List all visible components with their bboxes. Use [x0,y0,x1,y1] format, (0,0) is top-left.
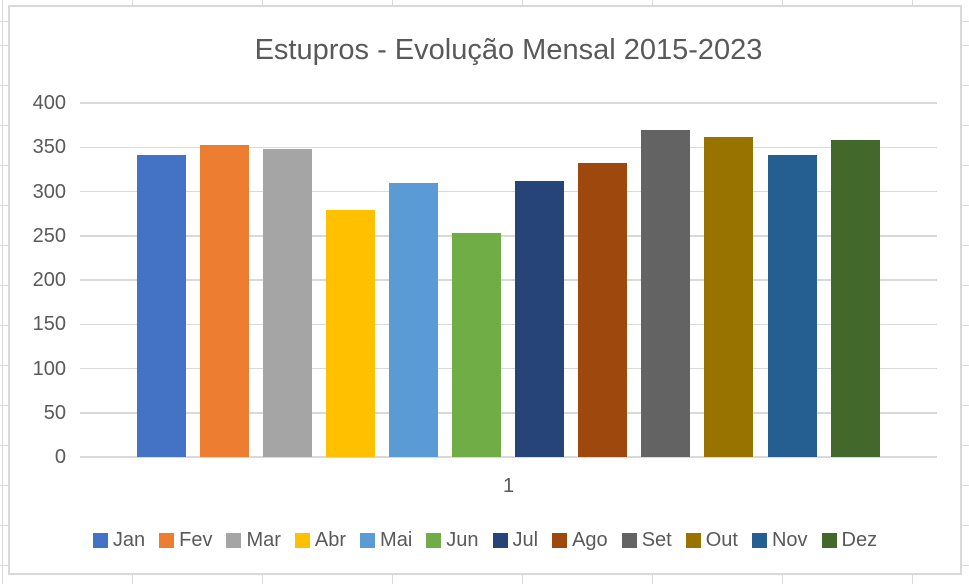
legend-swatch-jun [426,532,442,548]
legend-label: Dez [841,529,878,551]
legend-label: Jan [112,529,146,551]
y-tick-label-300: 300 [32,180,66,203]
legend: Jan Fev Mar Abr Mai Jun Jul Ago Set Out Nov Dez [10,525,960,555]
bar-out[interactable] [704,136,754,457]
bar-abr[interactable] [325,210,375,457]
chart-title: Estupros - Evolução Mensal 2015-2023 [254,34,763,66]
legend-item-jun[interactable]: Jun [426,529,479,551]
bar-ago[interactable] [578,163,628,457]
legend-label: Fev [179,529,213,551]
legend-label: Jul [512,529,539,551]
legend-item-dez[interactable]: Dez [821,529,878,551]
legend-swatch-set [621,532,637,548]
legend-swatch-jul [492,532,508,548]
bar-fev[interactable] [199,144,249,457]
bar-nov[interactable] [767,155,817,457]
legend-item-ago[interactable]: Ago [552,530,608,550]
legend-item-nov[interactable]: Nov [751,529,808,551]
chart-frame[interactable]: Estupros - Evolução Mensal 2015-2023 0 50… [8,5,962,575]
y-tick-label-50: 50 [43,401,66,424]
legend-label: Abr [314,529,347,551]
y-tick-label-200: 200 [32,269,66,291]
legend-swatch-nov [751,532,767,548]
legend-swatch-ago [552,532,568,548]
legend-swatch-fev [159,532,175,548]
gridline-250 [80,235,937,237]
bar-jul[interactable] [515,180,565,457]
y-tick-label-100: 100 [32,357,66,380]
gridline-400 [80,102,937,104]
legend-label: Ago [572,529,608,551]
legend-swatch-mar [226,532,242,548]
legend-item-mai[interactable]: Mai [360,530,412,550]
legend-item-set[interactable]: Set [621,529,672,551]
gridline-300 [80,190,937,193]
bar-jun[interactable] [452,233,501,457]
bar-dez[interactable] [830,140,880,457]
y-tick-label-350: 350 [32,136,66,159]
legend-label: Out [705,529,738,551]
bar-mai[interactable] [388,182,438,457]
y-axis: 0 50 100 150 200 250 300 350 400 [10,92,66,468]
gridline-100 [80,367,937,370]
legend-item-jan[interactable]: Jan [92,529,146,551]
y-tick-label-250: 250 [32,224,66,247]
plot-area [80,102,937,458]
legend-label: Jun [446,529,479,551]
legend-label: Nov [771,529,808,551]
gridline-50 [80,412,937,414]
legend-item-out[interactable]: Out [685,529,738,551]
y-tick-label-0: 0 [54,446,66,468]
legend-label: Set [641,529,672,551]
legend-swatch-dez [821,532,837,548]
gridline-0 [80,456,937,458]
x-axis-category-label: 1 [502,475,515,497]
legend-swatch-abr [294,532,310,548]
legend-label: Mar [246,529,281,551]
legend-swatch-jan [92,532,108,548]
gridline-200 [80,279,937,281]
gridline-150 [80,323,937,325]
legend-item-abr[interactable]: Abr [294,529,347,551]
y-tick-label-400: 400 [32,92,66,114]
bar-set[interactable] [641,129,691,457]
bar-mar[interactable] [262,149,312,457]
legend-item-mar[interactable]: Mar [226,529,281,551]
legend-swatch-mai [360,532,376,548]
gridline-350 [80,146,937,148]
bar-jan[interactable] [136,155,186,457]
y-tick-label-150: 150 [32,313,66,336]
legend-swatch-out [685,532,701,548]
legend-label: Mai [380,529,413,551]
legend-item-fev[interactable]: Fev [159,530,212,550]
legend-item-jul[interactable]: Jul [492,529,539,551]
